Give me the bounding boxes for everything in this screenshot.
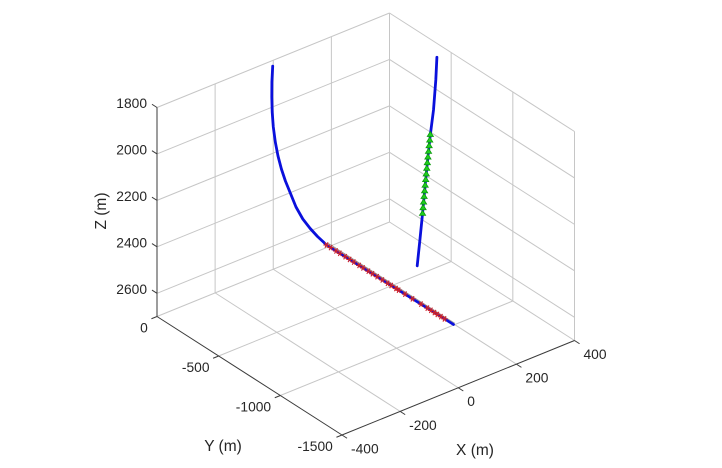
- svg-text:-200: -200: [409, 418, 437, 433]
- svg-text:400: 400: [584, 347, 607, 362]
- svg-text:-400: -400: [351, 442, 379, 457]
- svg-text:Y (m): Y (m): [204, 438, 242, 455]
- svg-text:-500: -500: [182, 360, 210, 375]
- svg-text:Z (m): Z (m): [93, 192, 110, 229]
- svg-text:X (m): X (m): [456, 442, 494, 459]
- svg-text:-1000: -1000: [236, 400, 272, 415]
- svg-text:200: 200: [525, 371, 548, 386]
- svg-text:2200: 2200: [116, 189, 147, 204]
- svg-text:-1500: -1500: [298, 439, 334, 454]
- svg-text:2400: 2400: [116, 235, 147, 250]
- svg-text:2000: 2000: [116, 143, 147, 158]
- svg-text:0: 0: [467, 394, 475, 409]
- svg-text:1800: 1800: [116, 96, 147, 111]
- svg-text:0: 0: [140, 321, 148, 336]
- svg-text:2600: 2600: [116, 282, 147, 297]
